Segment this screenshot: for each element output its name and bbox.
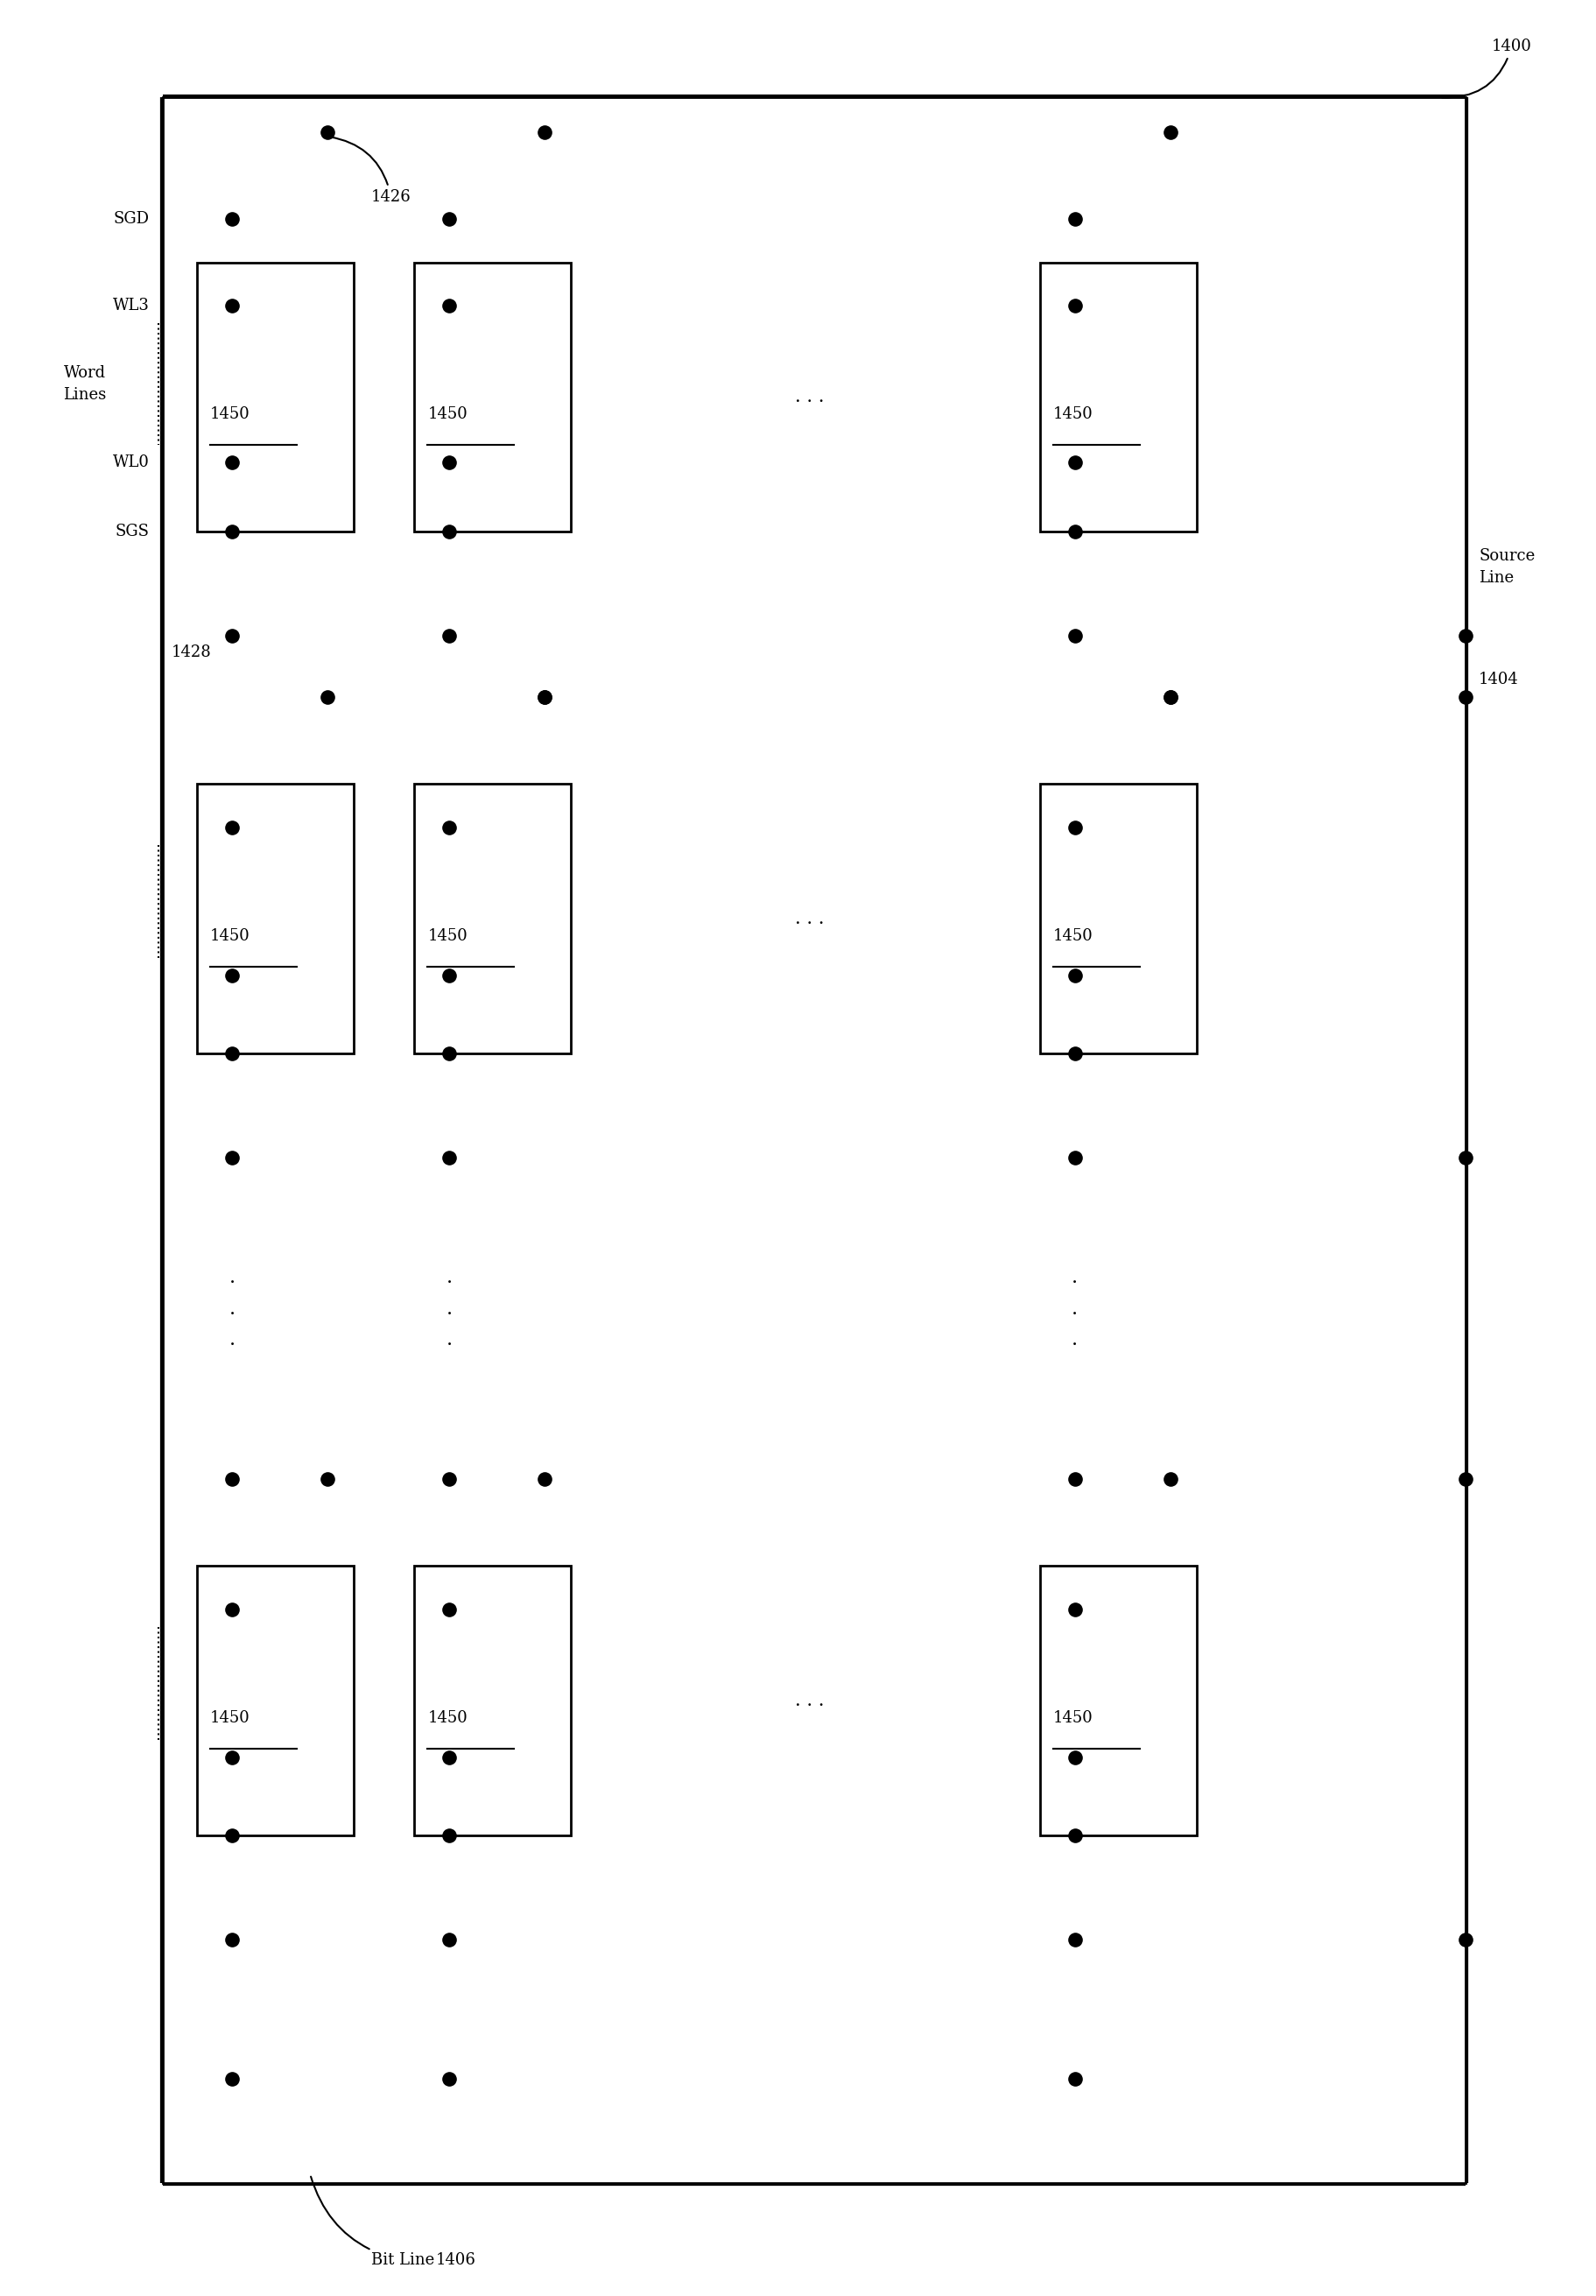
Text: 1450: 1450 <box>428 1711 468 1727</box>
Point <box>531 680 557 716</box>
Text: SGD: SGD <box>113 211 150 227</box>
Point <box>1061 1035 1087 1072</box>
Point <box>314 115 340 152</box>
Text: 1450: 1450 <box>428 928 468 944</box>
Point <box>436 200 461 236</box>
Text: ·
·
·: · · · <box>1071 1274 1077 1355</box>
Bar <box>163 96 1465 2183</box>
Point <box>436 808 461 845</box>
Point <box>1452 1922 1478 1958</box>
Point <box>1061 443 1087 480</box>
Text: 1450: 1450 <box>428 406 468 422</box>
Point <box>1061 1139 1087 1176</box>
Point <box>1061 1738 1087 1775</box>
Point <box>219 808 244 845</box>
Text: 1426: 1426 <box>330 138 410 204</box>
Text: 1450: 1450 <box>211 406 251 422</box>
Text: 1450: 1450 <box>211 928 251 944</box>
Point <box>436 443 461 480</box>
Text: Bit Line: Bit Line <box>311 2177 434 2268</box>
Text: 1406: 1406 <box>436 2252 476 2268</box>
Point <box>219 1035 244 1072</box>
Point <box>1452 680 1478 716</box>
Text: 1450: 1450 <box>211 1711 251 1727</box>
Bar <box>198 1566 353 1835</box>
Bar <box>1039 783 1195 1054</box>
Point <box>1157 1460 1183 1497</box>
Point <box>436 957 461 994</box>
Point <box>219 618 244 654</box>
Point <box>1157 680 1183 716</box>
Point <box>436 287 461 324</box>
Point <box>1061 1460 1087 1497</box>
Point <box>436 1816 461 1853</box>
Point <box>219 2060 244 2096</box>
Point <box>219 957 244 994</box>
Point <box>1061 1922 1087 1958</box>
Point <box>531 680 557 716</box>
Point <box>219 443 244 480</box>
Point <box>219 1591 244 1628</box>
Text: Word
Lines: Word Lines <box>62 365 105 404</box>
Point <box>436 618 461 654</box>
Point <box>219 1460 244 1497</box>
Bar <box>1039 262 1195 533</box>
Point <box>1157 680 1183 716</box>
Point <box>436 1460 461 1497</box>
Point <box>1061 287 1087 324</box>
Point <box>219 1922 244 1958</box>
Text: ·
·
·: · · · <box>228 1274 235 1355</box>
Point <box>219 287 244 324</box>
Point <box>1452 1139 1478 1176</box>
Point <box>1157 115 1183 152</box>
Point <box>1061 1591 1087 1628</box>
Text: 1450: 1450 <box>1052 1711 1092 1727</box>
Point <box>436 1738 461 1775</box>
Text: Source
Line: Source Line <box>1478 549 1534 585</box>
Point <box>219 1738 244 1775</box>
Bar <box>415 1566 570 1835</box>
Point <box>436 1591 461 1628</box>
Point <box>531 115 557 152</box>
Text: WL3: WL3 <box>113 298 150 315</box>
Point <box>1061 1816 1087 1853</box>
Bar <box>198 783 353 1054</box>
Bar <box>415 262 570 533</box>
Point <box>1061 200 1087 236</box>
Point <box>436 1922 461 1958</box>
Text: . . .: . . . <box>795 1692 824 1708</box>
Point <box>436 1035 461 1072</box>
Text: 1404: 1404 <box>1478 673 1518 687</box>
Bar <box>1039 1566 1195 1835</box>
Point <box>1061 514 1087 551</box>
Text: SGS: SGS <box>115 523 150 540</box>
Point <box>219 1139 244 1176</box>
Point <box>219 514 244 551</box>
Text: 1450: 1450 <box>1052 928 1092 944</box>
Text: 1450: 1450 <box>1052 406 1092 422</box>
Bar <box>415 783 570 1054</box>
Text: WL0: WL0 <box>113 455 150 471</box>
Point <box>436 514 461 551</box>
Bar <box>198 262 353 533</box>
Text: 1428: 1428 <box>171 645 211 661</box>
Point <box>1061 2060 1087 2096</box>
Text: . . .: . . . <box>795 388 824 406</box>
Point <box>1061 618 1087 654</box>
Point <box>1061 808 1087 845</box>
Point <box>219 200 244 236</box>
Text: . . .: . . . <box>795 909 824 928</box>
Point <box>1061 957 1087 994</box>
Point <box>314 680 340 716</box>
Point <box>1452 1460 1478 1497</box>
Text: ·
·
·: · · · <box>445 1274 452 1355</box>
Text: 1400: 1400 <box>1441 39 1531 96</box>
Point <box>314 1460 340 1497</box>
Point <box>1452 618 1478 654</box>
Point <box>436 2060 461 2096</box>
Point <box>436 1139 461 1176</box>
Point <box>219 1816 244 1853</box>
Point <box>531 1460 557 1497</box>
